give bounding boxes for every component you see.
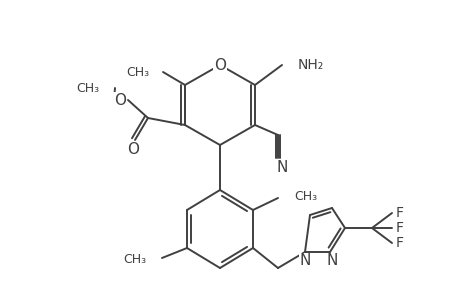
Text: CH₃: CH₃	[293, 190, 316, 202]
Text: N: N	[325, 254, 337, 268]
Text: O: O	[213, 58, 225, 73]
Text: N: N	[299, 254, 310, 268]
Text: CH₃: CH₃	[126, 65, 149, 79]
Text: F: F	[395, 206, 403, 220]
Text: O: O	[127, 142, 139, 158]
Text: N: N	[276, 160, 287, 175]
Text: F: F	[395, 236, 403, 250]
Text: F: F	[395, 221, 403, 235]
Text: NH₂: NH₂	[297, 58, 324, 72]
Text: CH₃: CH₃	[123, 254, 146, 266]
Text: CH₃: CH₃	[76, 82, 99, 94]
Text: O: O	[114, 92, 126, 107]
